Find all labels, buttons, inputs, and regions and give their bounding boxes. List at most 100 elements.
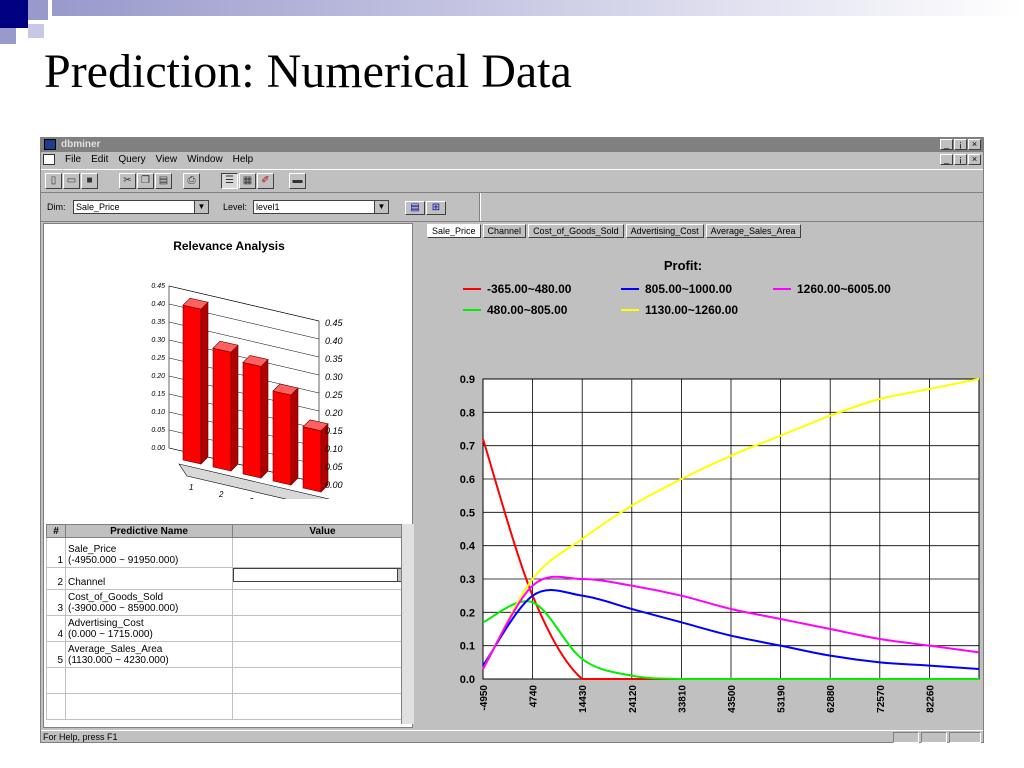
level-select[interactable]: level1 ▼ <box>253 200 389 214</box>
relevance-bar-side <box>230 344 239 472</box>
menu-window[interactable]: Window <box>187 154 223 165</box>
relevance-ytick-right: 0.25 <box>325 390 344 400</box>
relevance-ytick-right: 0.45 <box>325 318 344 328</box>
predictive-table: # Predictive Name Value 1 Sale_Price (-49… <box>46 524 413 720</box>
status-cell <box>949 732 981 743</box>
wand-icon[interactable]: ✐ <box>257 173 274 189</box>
status-cell <box>921 732 947 743</box>
level-select-value: level1 <box>256 202 280 212</box>
col-header-value[interactable]: Value <box>232 524 413 538</box>
doc-maximize-button[interactable]: ¡ <box>954 154 967 165</box>
predictive-name <box>65 693 233 720</box>
profit-ytick: 0.4 <box>460 541 476 553</box>
print-icon[interactable]: ⎙ <box>183 173 200 189</box>
profit-ytick: 0.8 <box>460 407 475 419</box>
predictive-name: Cost_of_Goods_Sold (-3900.000 ~ 85900.000… <box>65 589 233 616</box>
profit-ytick: 0.3 <box>460 574 475 586</box>
table-row <box>46 667 413 694</box>
predictive-name: Advertising_Cost (0.000 ~ 1715.000) <box>65 615 233 642</box>
attribute-tabs: Sale_Price Channel Cost_of_Goods_Sold Ad… <box>427 224 801 238</box>
value-cell[interactable] <box>232 641 413 668</box>
dbminer-window: dbminer _ ¡ × File Edit Query View Windo… <box>40 137 984 743</box>
table-row <box>46 693 413 720</box>
cut-icon[interactable]: ✂ <box>119 173 136 189</box>
tab-cost-of-goods-sold[interactable]: Cost_of_Goods_Sold <box>528 224 624 238</box>
relevance-bar-top <box>212 340 239 353</box>
col-header-num[interactable]: # <box>46 524 66 538</box>
keyboard-icon[interactable]: ▬ <box>289 173 306 189</box>
new-icon[interactable]: ▯ <box>45 173 62 189</box>
value-cell[interactable] <box>232 693 413 720</box>
menu-help[interactable]: Help <box>232 154 254 165</box>
doc-minimize-button[interactable]: _ <box>940 154 953 165</box>
predictive-name-label: Cost_of_Goods_Sold <box>68 592 164 603</box>
col-header-name[interactable]: Predictive Name <box>65 524 233 538</box>
table-icon[interactable]: ⊞ <box>426 201 446 215</box>
value-cell[interactable]: ▼ <box>232 567 413 590</box>
drill-down-icon[interactable]: ▤ <box>405 201 425 215</box>
dimension-bar: Dim: Sale_Price ▼ Level: level1 ▼ ▤ ⊞ <box>41 193 983 222</box>
relevance-ytick-right: 0.40 <box>325 336 343 346</box>
menu-edit[interactable]: Edit <box>91 154 109 165</box>
relevance-ytick-left: 0.40 <box>151 301 165 308</box>
menu-file[interactable]: File <box>65 154 82 165</box>
relevance-ytick-right: 0.10 <box>325 444 343 454</box>
tab-sale-price[interactable]: Sale_Price <box>427 224 481 238</box>
open-icon[interactable]: ▭ <box>63 173 80 189</box>
save-icon[interactable]: ■ <box>81 173 98 189</box>
profit-ytick: 0.1 <box>460 641 475 653</box>
doc-close-button[interactable]: × <box>968 154 981 165</box>
tab-advertising-cost[interactable]: Advertising_Cost <box>625 224 704 238</box>
relevance-ytick-left: 0.35 <box>151 319 165 326</box>
predictive-range: (0.000 ~ 1715.000) <box>68 629 153 640</box>
grid-view-icon[interactable]: ▦ <box>239 173 256 189</box>
close-button[interactable]: × <box>968 139 981 150</box>
copy-icon[interactable]: ❐ <box>137 173 154 189</box>
value-cell[interactable] <box>232 589 413 616</box>
legend-label: -365.00~480.00 <box>487 282 572 296</box>
value-cell[interactable] <box>232 537 413 568</box>
menu-view[interactable]: View <box>155 154 178 165</box>
minimize-button[interactable]: _ <box>940 139 953 150</box>
relevance-ytick-left: 0.25 <box>151 355 165 362</box>
table-scrollbar[interactable] <box>401 524 414 724</box>
window-titlebar[interactable]: dbminer _ ¡ × <box>41 138 983 152</box>
dim-select[interactable]: Sale_Price ▼ <box>73 200 209 214</box>
tab-channel[interactable]: Channel <box>482 224 527 238</box>
relevance-ytick-left: 0.05 <box>151 427 165 434</box>
chevron-down-icon[interactable]: ▼ <box>374 201 388 213</box>
profit-ytick: 0.5 <box>460 507 475 519</box>
dimbar-separator <box>479 193 481 221</box>
relevance-bar <box>272 390 292 486</box>
row-number: 3 <box>46 589 66 616</box>
relevance-bar-top <box>182 297 209 310</box>
relevance-ytick-right: 0.15 <box>325 426 344 436</box>
row-number: 2 <box>46 567 66 590</box>
value-cell[interactable] <box>232 667 413 694</box>
channel-select[interactable]: ▼ <box>233 568 412 582</box>
predictive-name: Channel <box>65 567 233 590</box>
table-row: 4 Advertising_Cost (0.000 ~ 1715.000) <box>46 615 413 642</box>
menu-query[interactable]: Query <box>118 154 146 165</box>
relevance-ytick-left: 0.45 <box>151 283 165 290</box>
document-icon[interactable] <box>43 154 55 165</box>
relevance-ytick-right: 0.05 <box>325 462 344 472</box>
relevance-bar-side <box>200 301 209 465</box>
tab-average-sales-area[interactable]: Average_Sales_Area <box>705 224 801 238</box>
chevron-down-icon[interactable]: ▼ <box>194 201 208 213</box>
paste-icon[interactable]: ▤ <box>155 173 172 189</box>
slide-title: Prediction: Numerical Data <box>44 45 572 98</box>
relevance-chart: 0.00 0.00 0.05 0.05 0.10 0.10 0.15 0.15 0.20 0.20… <box>151 283 344 499</box>
value-cell[interactable] <box>232 615 413 642</box>
legend-label: 480.00~805.00 <box>487 303 568 317</box>
content-area: Relevance Analysis 0.00 0.00 0.05 0.05 0.10 0… <box>43 223 981 728</box>
maximize-button[interactable]: ¡ <box>954 139 967 150</box>
predictive-range: (-4950.000 ~ 91950.000) <box>68 555 179 566</box>
relevance-ytick-left: 0.15 <box>151 391 165 398</box>
table-row: 1 Sale_Price (-4950.000 ~ 91950.000) <box>46 537 413 568</box>
list-view-icon[interactable]: ☰ <box>221 173 238 189</box>
legend-label: 1260.00~6005.00 <box>797 282 891 296</box>
predictive-range: (-3900.000 ~ 85900.000) <box>68 603 179 614</box>
profit-ytick: 0.6 <box>460 474 475 486</box>
relevance-xtick: 1 <box>189 483 193 492</box>
